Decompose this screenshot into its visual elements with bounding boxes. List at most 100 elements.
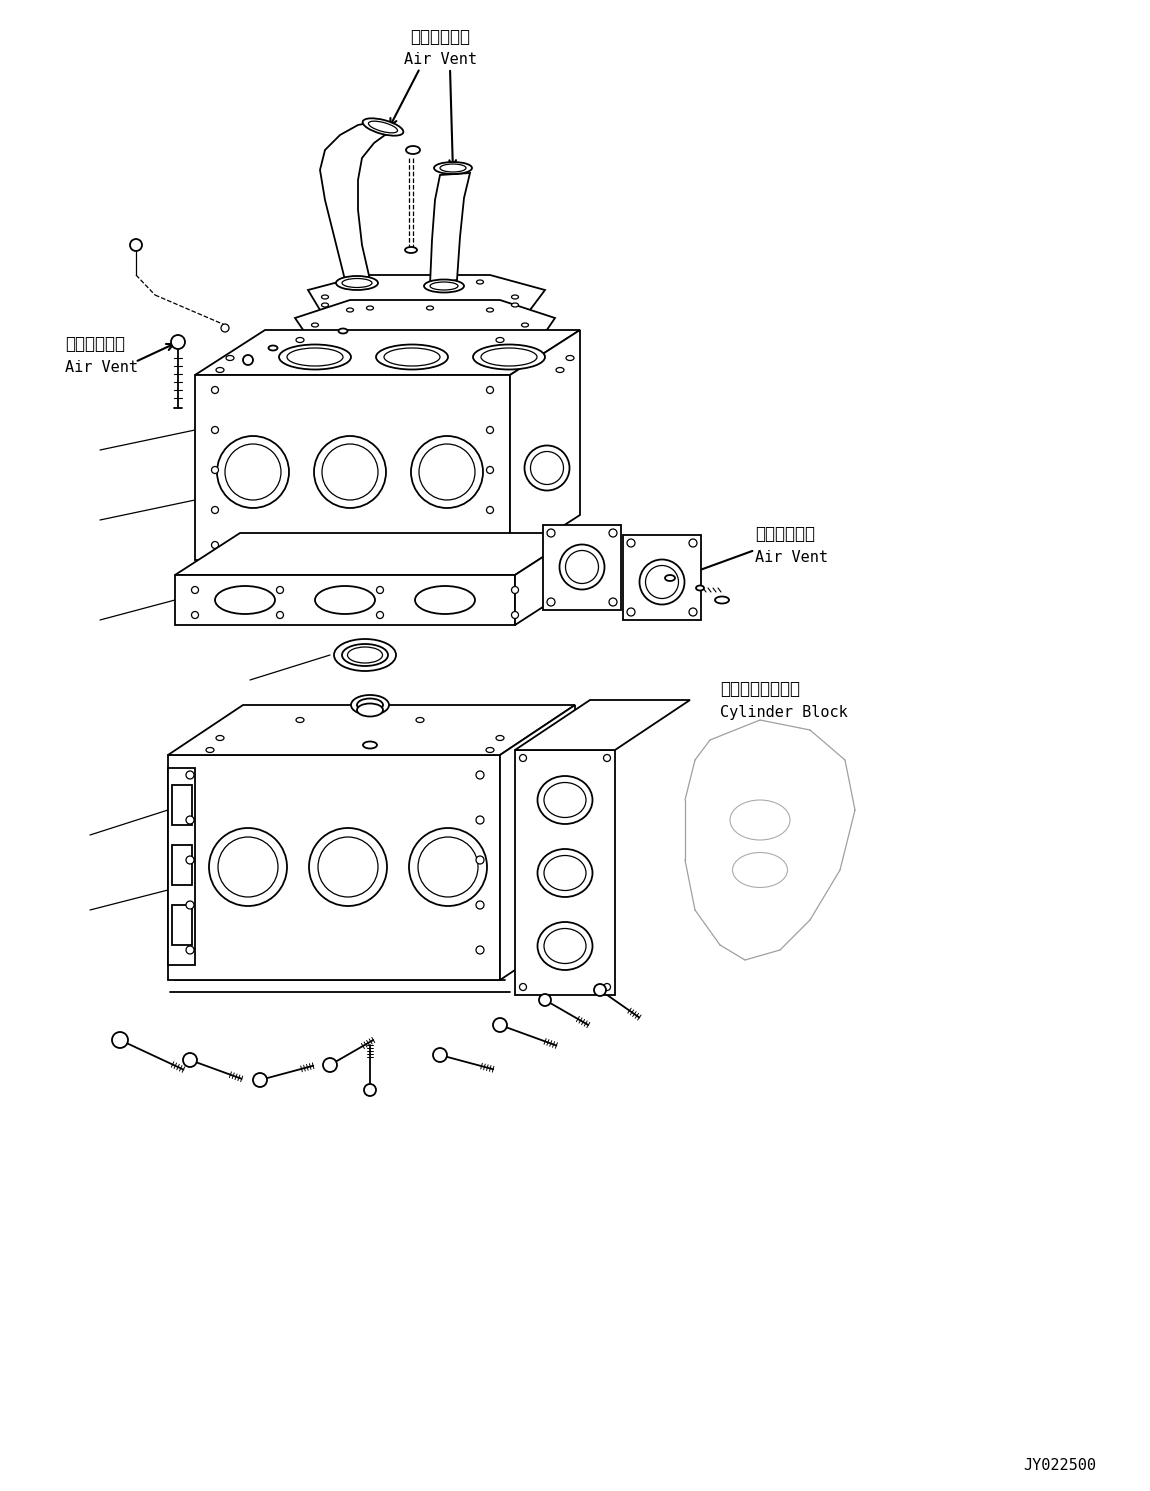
- Ellipse shape: [406, 146, 420, 154]
- Circle shape: [130, 239, 141, 250]
- Polygon shape: [515, 699, 690, 750]
- Ellipse shape: [639, 559, 684, 604]
- Polygon shape: [172, 784, 192, 825]
- Ellipse shape: [512, 295, 519, 300]
- Ellipse shape: [627, 608, 635, 616]
- Ellipse shape: [296, 337, 304, 343]
- Ellipse shape: [342, 644, 388, 666]
- Polygon shape: [509, 330, 580, 561]
- Ellipse shape: [520, 984, 527, 990]
- Text: Air Vent: Air Vent: [756, 550, 828, 565]
- Ellipse shape: [186, 771, 194, 778]
- Ellipse shape: [527, 829, 578, 881]
- Ellipse shape: [473, 344, 545, 370]
- Ellipse shape: [367, 306, 374, 310]
- Circle shape: [365, 1084, 376, 1096]
- Circle shape: [112, 1032, 128, 1048]
- Polygon shape: [196, 376, 509, 561]
- Ellipse shape: [351, 695, 389, 716]
- Ellipse shape: [405, 248, 417, 253]
- Circle shape: [595, 984, 606, 996]
- Polygon shape: [172, 845, 192, 886]
- Ellipse shape: [309, 828, 388, 907]
- Ellipse shape: [319, 836, 378, 898]
- Ellipse shape: [276, 586, 284, 593]
- Ellipse shape: [409, 828, 486, 907]
- Ellipse shape: [424, 279, 463, 292]
- Ellipse shape: [376, 611, 383, 619]
- Ellipse shape: [419, 444, 475, 499]
- Circle shape: [493, 1018, 507, 1032]
- Ellipse shape: [192, 611, 199, 619]
- Ellipse shape: [627, 540, 635, 547]
- Ellipse shape: [604, 984, 611, 990]
- Ellipse shape: [376, 586, 383, 593]
- Ellipse shape: [496, 735, 504, 741]
- Ellipse shape: [486, 467, 493, 474]
- Ellipse shape: [416, 717, 424, 723]
- Ellipse shape: [276, 611, 284, 619]
- Ellipse shape: [555, 367, 563, 373]
- Ellipse shape: [689, 608, 697, 616]
- Ellipse shape: [356, 704, 383, 717]
- Ellipse shape: [218, 836, 278, 898]
- Text: Air Vent: Air Vent: [66, 359, 138, 376]
- Ellipse shape: [216, 367, 224, 373]
- Polygon shape: [515, 532, 580, 625]
- Ellipse shape: [225, 444, 281, 499]
- Ellipse shape: [268, 346, 277, 350]
- Ellipse shape: [476, 856, 484, 863]
- Ellipse shape: [346, 309, 353, 312]
- Polygon shape: [500, 705, 575, 980]
- Ellipse shape: [486, 507, 493, 513]
- Ellipse shape: [322, 444, 378, 499]
- Ellipse shape: [212, 541, 218, 549]
- Text: シリンダブロック: シリンダブロック: [720, 680, 800, 698]
- Text: エアーベント: エアーベント: [756, 525, 815, 543]
- Ellipse shape: [512, 611, 519, 619]
- Ellipse shape: [530, 452, 564, 485]
- Text: JY022500: JY022500: [1024, 1458, 1096, 1473]
- Ellipse shape: [186, 816, 194, 825]
- Ellipse shape: [496, 337, 504, 343]
- Ellipse shape: [560, 544, 605, 589]
- Ellipse shape: [476, 816, 484, 825]
- Ellipse shape: [476, 280, 483, 283]
- Ellipse shape: [512, 586, 519, 593]
- Circle shape: [253, 1074, 267, 1087]
- Ellipse shape: [338, 328, 347, 334]
- Ellipse shape: [696, 586, 704, 590]
- Ellipse shape: [427, 306, 434, 310]
- Ellipse shape: [689, 540, 697, 547]
- Ellipse shape: [665, 576, 675, 581]
- Polygon shape: [308, 274, 545, 310]
- Polygon shape: [168, 705, 575, 754]
- Ellipse shape: [209, 828, 288, 907]
- Ellipse shape: [288, 347, 343, 365]
- Polygon shape: [515, 750, 615, 994]
- Polygon shape: [168, 754, 500, 980]
- Ellipse shape: [217, 435, 289, 508]
- Ellipse shape: [315, 586, 375, 614]
- Ellipse shape: [417, 836, 478, 898]
- Ellipse shape: [216, 735, 224, 741]
- Circle shape: [171, 335, 185, 349]
- Ellipse shape: [322, 295, 329, 300]
- Ellipse shape: [363, 741, 377, 748]
- Ellipse shape: [312, 324, 319, 327]
- Ellipse shape: [279, 344, 351, 370]
- Circle shape: [221, 324, 229, 332]
- Ellipse shape: [486, 309, 493, 312]
- Circle shape: [183, 1053, 197, 1068]
- Ellipse shape: [512, 303, 519, 307]
- Ellipse shape: [534, 836, 572, 874]
- Ellipse shape: [566, 355, 574, 361]
- Ellipse shape: [516, 332, 523, 337]
- Ellipse shape: [604, 754, 611, 762]
- Ellipse shape: [212, 467, 218, 474]
- Text: エアーベント: エアーベント: [66, 335, 125, 353]
- Ellipse shape: [610, 529, 618, 537]
- Text: Cylinder Block: Cylinder Block: [720, 705, 848, 720]
- Ellipse shape: [212, 507, 218, 513]
- Ellipse shape: [356, 698, 383, 711]
